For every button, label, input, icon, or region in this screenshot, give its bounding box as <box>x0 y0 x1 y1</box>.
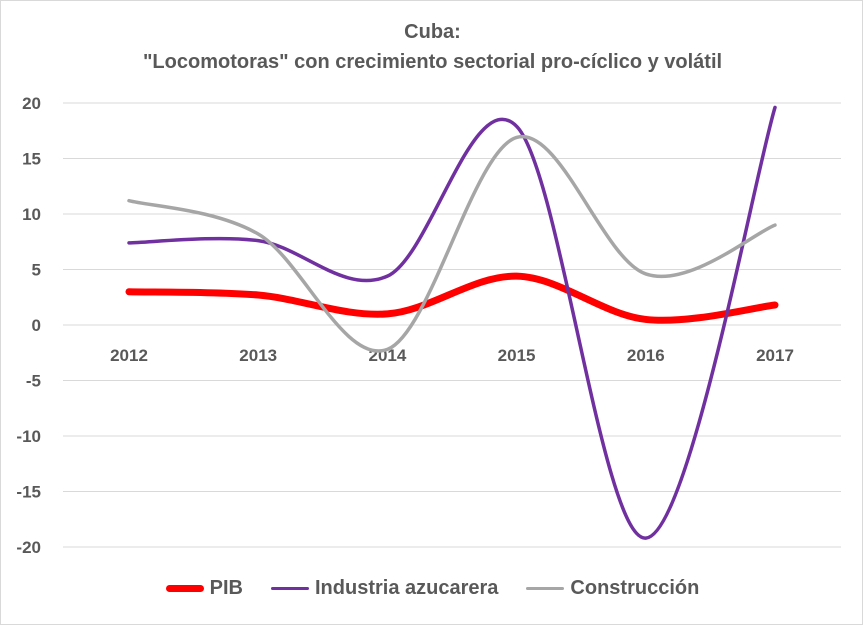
series-line-construccion <box>127 134 777 353</box>
chart-subtitle: "Locomotoras" con crecimiento sectorial … <box>142 51 723 73</box>
y-tick-label: 15 <box>22 150 41 169</box>
y-tick-label: 20 <box>22 94 41 113</box>
chart-title: Cuba: <box>404 21 461 43</box>
x-tick-label: 2016 <box>627 346 665 365</box>
legend-label-industria-azucarera: Industria azucarera <box>315 577 499 599</box>
y-tick-label: 10 <box>22 205 41 224</box>
x-tick-label: 2015 <box>498 346 536 365</box>
x-tick-label: 2017 <box>756 346 794 365</box>
legend-item-industria-azucarera: Industria azucarera <box>271 577 498 600</box>
legend-swatch-construccion <box>526 587 565 590</box>
legend: PIB Industria azucarera Construcción <box>1 577 863 600</box>
y-tick-label: -20 <box>16 538 41 557</box>
legend-item-construccion: Construcción <box>526 577 699 600</box>
legend-swatch-industria-azucarera <box>271 587 309 590</box>
legend-item-pib: PIB <box>165 577 243 600</box>
legend-swatch-pib <box>165 585 204 592</box>
legend-label-construccion: Construcción <box>570 577 700 599</box>
series-line-pib <box>125 272 779 324</box>
y-tick-label: -10 <box>16 427 41 446</box>
y-tick-label: -5 <box>26 372 41 391</box>
x-tick-label: 2013 <box>239 346 277 365</box>
y-tick-label: 5 <box>32 261 41 280</box>
y-tick-label: 0 <box>32 316 41 335</box>
y-tick-label: -15 <box>16 483 41 502</box>
legend-label-pib: PIB <box>209 577 243 599</box>
x-tick-label: 2012 <box>110 346 148 365</box>
